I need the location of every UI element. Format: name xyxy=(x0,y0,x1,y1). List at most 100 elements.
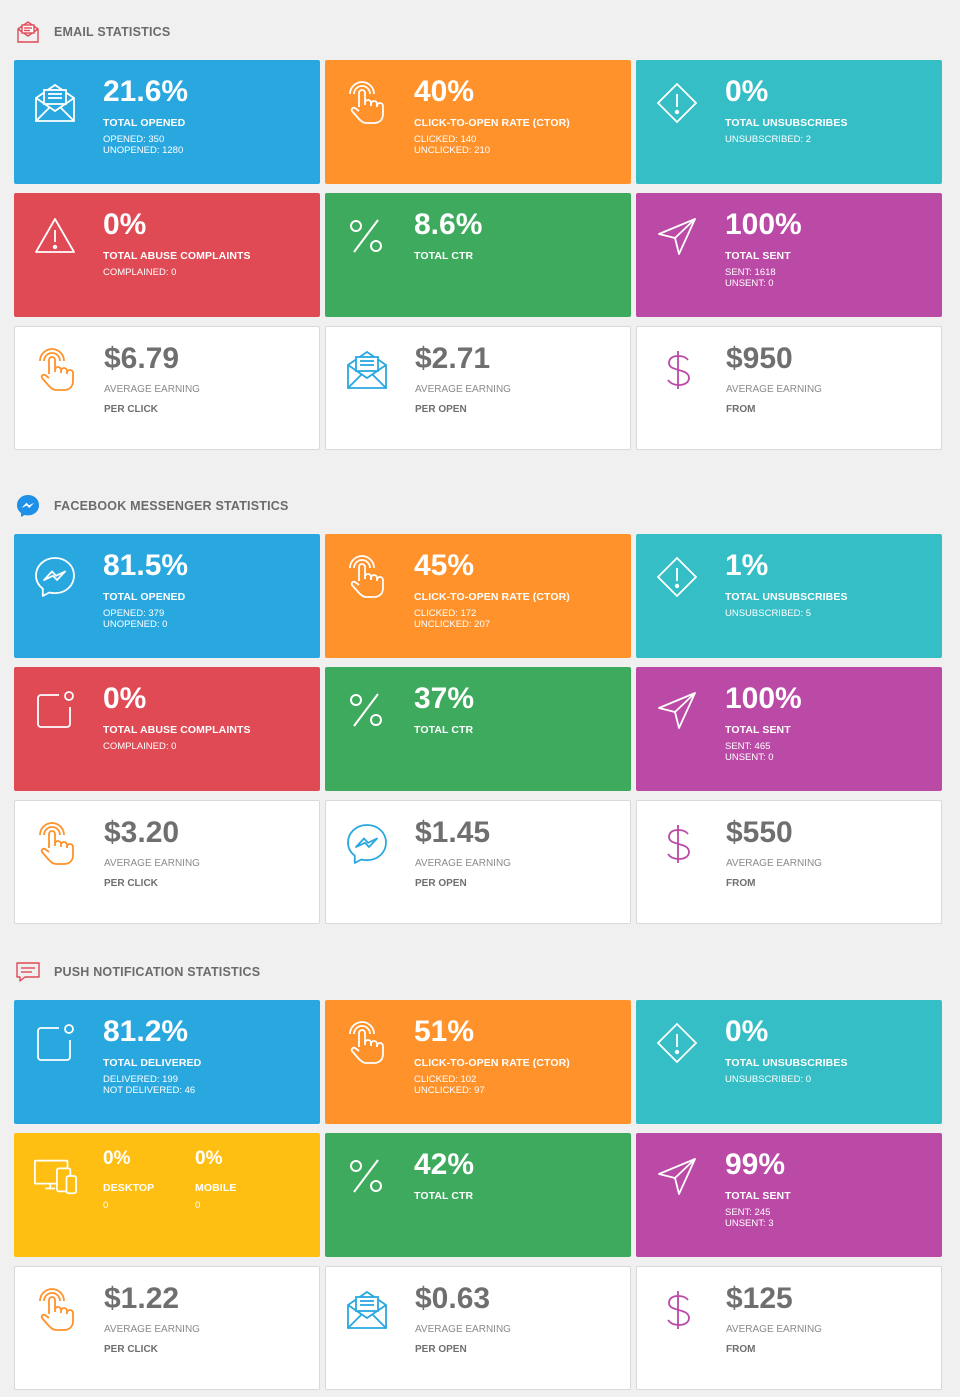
earning-sublabel: PER OPEN xyxy=(415,1344,467,1355)
earning-label: AVERAGE EARNING xyxy=(104,384,200,395)
earning-label: AVERAGE EARNING xyxy=(415,1324,511,1335)
stat-label: TOTAL CTR xyxy=(414,724,474,736)
earning-per-click-card: $6.79 AVERAGE EARNING PER CLICK xyxy=(14,326,320,450)
stat-value: 51% xyxy=(414,1015,475,1048)
total-opened-card: 21.6% TOTAL OPENED OPENED: 350 UNOPENED:… xyxy=(14,60,320,184)
stat-detail: OPENED: 379 xyxy=(103,608,165,619)
percent-icon xyxy=(343,213,389,259)
stat-detail: UNSENT: 3 xyxy=(725,1218,774,1229)
section-title: EMAIL STATISTICS xyxy=(54,25,171,39)
diamond-alert-icon xyxy=(654,1020,700,1066)
stat-label: TOTAL ABUSE COMPLAINTS xyxy=(103,724,251,736)
stat-detail: NOT DELIVERED: 46 xyxy=(103,1085,196,1096)
messenger-icon xyxy=(32,554,78,600)
hand-pointer-icon xyxy=(33,1287,79,1333)
section-title: PUSH NOTIFICATION STATISTICS xyxy=(54,965,261,979)
earning-value: $1.45 xyxy=(415,816,491,849)
total-sent-card: 100% TOTAL SENT SENT: 465 UNSENT: 0 xyxy=(636,667,942,791)
stat-detail: CLICKED: 140 xyxy=(414,134,477,145)
stat-value: 0% xyxy=(103,682,147,715)
chat-lines-icon xyxy=(14,958,42,986)
unsubscribes-card: 0% TOTAL UNSUBSCRIBES UNSUBSCRIBED: 0 xyxy=(636,1000,942,1124)
percent-icon xyxy=(343,1153,389,1199)
earning-per-open-card: $1.45 AVERAGE EARNING PER OPEN xyxy=(325,800,631,924)
hand-pointer-icon xyxy=(343,554,389,600)
ctr-card: 42% TOTAL CTR xyxy=(325,1133,631,1257)
stat-detail: UNCLICKED: 207 xyxy=(414,619,491,630)
stat-label: TOTAL CTR xyxy=(414,250,474,262)
notification-square-icon xyxy=(32,687,78,733)
total-sent-card: 99% TOTAL SENT SENT: 245 UNSENT: 3 xyxy=(636,1133,942,1257)
earning-label: AVERAGE EARNING xyxy=(726,1324,822,1335)
desktop-label: DESKTOP xyxy=(103,1182,155,1194)
mobile-label: MOBILE xyxy=(195,1182,237,1194)
devices-icon xyxy=(32,1153,78,1199)
earning-per-open-card: $2.71 AVERAGE EARNING PER OPEN xyxy=(325,326,631,450)
stat-label: TOTAL SENT xyxy=(725,250,791,262)
stat-label: CLICK-TO-OPEN RATE (CTOR) xyxy=(414,117,570,129)
stat-detail: UNSENT: 0 xyxy=(725,752,774,763)
notification-square-icon xyxy=(32,1020,78,1066)
hand-pointer-icon xyxy=(33,347,79,393)
desktop-value: 0% xyxy=(103,1148,131,1169)
abuse-complaints-card: 0% TOTAL ABUSE COMPLAINTS COMPLAINED: 0 xyxy=(14,667,320,791)
stat-label: TOTAL SENT xyxy=(725,1190,791,1202)
envelope-icon xyxy=(344,347,390,393)
stat-detail: SENT: 245 xyxy=(725,1207,771,1218)
earning-sublabel: FROM xyxy=(726,404,756,415)
stat-value: 21.6% xyxy=(103,75,189,108)
ctor-card: 45% CLICK-TO-OPEN RATE (CTOR) CLICKED: 1… xyxy=(325,534,631,658)
diamond-alert-icon xyxy=(654,80,700,126)
stat-detail: CLICKED: 102 xyxy=(414,1074,477,1085)
stat-detail: CLICKED: 172 xyxy=(414,608,477,619)
earning-value: $0.63 xyxy=(415,1282,491,1315)
warning-triangle-icon xyxy=(32,213,78,259)
dollar-icon xyxy=(655,821,701,867)
earning-from-card: $550 AVERAGE EARNING FROM xyxy=(636,800,942,924)
earning-value: $6.79 xyxy=(104,342,180,375)
earning-sublabel: FROM xyxy=(726,878,756,889)
stat-value: 40% xyxy=(414,75,475,108)
stat-value: 0% xyxy=(725,1015,769,1048)
stat-detail: UNOPENED: 1280 xyxy=(103,145,184,156)
earning-label: AVERAGE EARNING xyxy=(415,858,511,869)
stat-detail: COMPLAINED: 0 xyxy=(103,267,177,278)
ctr-card: 37% TOTAL CTR xyxy=(325,667,631,791)
earning-per-open-card: $0.63 AVERAGE EARNING PER OPEN xyxy=(325,1266,631,1390)
stat-label: CLICK-TO-OPEN RATE (CTOR) xyxy=(414,591,570,603)
stat-detail: SENT: 465 xyxy=(725,741,771,752)
stat-detail: UNSENT: 0 xyxy=(725,278,774,289)
earning-per-click-card: $1.22 AVERAGE EARNING PER CLICK xyxy=(14,1266,320,1390)
earning-sublabel: PER CLICK xyxy=(104,404,158,415)
hand-pointer-icon xyxy=(343,1020,389,1066)
stat-value: 100% xyxy=(725,682,802,715)
envelope-icon xyxy=(32,80,78,126)
section-title: FACEBOOK MESSENGER STATISTICS xyxy=(54,499,289,513)
paper-plane-icon xyxy=(654,687,700,733)
stat-value: 0% xyxy=(103,208,147,241)
earning-value: $950 xyxy=(726,342,793,375)
ctor-card: 40% CLICK-TO-OPEN RATE (CTOR) CLICKED: 1… xyxy=(325,60,631,184)
earning-from-card: $125 AVERAGE EARNING FROM xyxy=(636,1266,942,1390)
total-sent-card: 100% TOTAL SENT SENT: 1618 UNSENT: 0 xyxy=(636,193,942,317)
stat-label: TOTAL UNSUBSCRIBES xyxy=(725,117,848,129)
stat-detail: SENT: 1618 xyxy=(725,267,776,278)
stat-label: CLICK-TO-OPEN RATE (CTOR) xyxy=(414,1057,570,1069)
stat-value: 45% xyxy=(414,549,475,582)
unsubscribes-card: 0% TOTAL UNSUBSCRIBES UNSUBSCRIBED: 2 xyxy=(636,60,942,184)
mobile-count: 0 xyxy=(195,1200,201,1211)
earning-sublabel: PER CLICK xyxy=(104,878,158,889)
earning-per-click-card: $3.20 AVERAGE EARNING PER CLICK xyxy=(14,800,320,924)
earning-sublabel: FROM xyxy=(726,1344,756,1355)
stat-label: TOTAL UNSUBSCRIBES xyxy=(725,1057,848,1069)
stat-value: 8.6% xyxy=(414,208,483,241)
earning-value: $1.22 xyxy=(104,1282,180,1315)
earning-value: $3.20 xyxy=(104,816,180,849)
earning-label: AVERAGE EARNING xyxy=(415,384,511,395)
earning-value: $550 xyxy=(726,816,793,849)
stat-label: TOTAL UNSUBSCRIBES xyxy=(725,591,848,603)
stat-value: 0% xyxy=(725,75,769,108)
hand-pointer-icon xyxy=(343,80,389,126)
email-section-header: EMAIL STATISTICS xyxy=(14,17,170,47)
earning-sublabel: PER OPEN xyxy=(415,878,467,889)
